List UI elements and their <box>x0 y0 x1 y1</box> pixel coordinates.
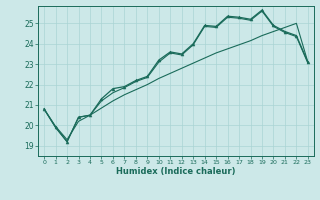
X-axis label: Humidex (Indice chaleur): Humidex (Indice chaleur) <box>116 167 236 176</box>
